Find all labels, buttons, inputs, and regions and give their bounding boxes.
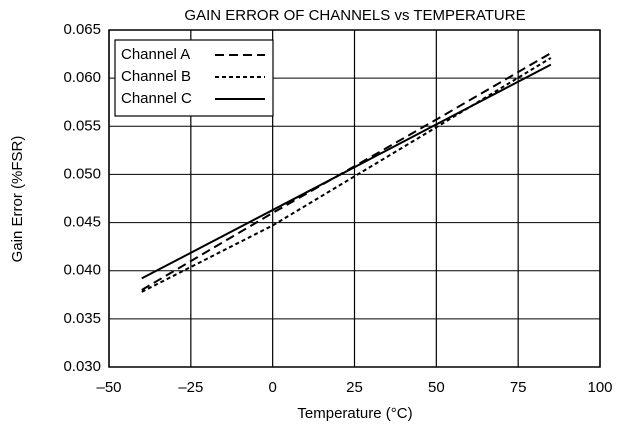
series-line	[141, 63, 552, 280]
chart-title: GAIN ERROR OF CHANNELS vs TEMPERATURE	[184, 7, 525, 24]
legend-label: Channel B	[121, 68, 191, 85]
x-tick-label: 0	[268, 379, 276, 396]
x-tick-label: 100	[587, 379, 612, 396]
plot-frame	[108, 29, 601, 368]
y-tick-label: 0.035	[63, 310, 101, 327]
x-axis-label: Temperature (°C)	[297, 405, 412, 422]
x-tick-label: 25	[346, 379, 363, 396]
y-tick-label: 0.065	[63, 21, 101, 38]
y-tick-label: 0.050	[63, 165, 101, 182]
x-tick-label: –25	[178, 379, 203, 396]
x-tick-label: –50	[96, 379, 121, 396]
series-line	[141, 57, 552, 293]
legend-label: Channel A	[121, 46, 190, 63]
y-axis-label: Gain Error (%FSR)	[9, 136, 26, 263]
y-tick-label: 0.030	[63, 358, 101, 375]
y-tick-label: 0.040	[63, 262, 101, 279]
x-tick-label: 75	[510, 379, 527, 396]
y-tick-label: 0.045	[63, 214, 101, 231]
y-tick-label: 0.060	[63, 69, 101, 86]
y-tick-label: 0.055	[63, 117, 101, 134]
legend-label: Channel C	[121, 90, 192, 107]
x-tick-label: 50	[428, 379, 445, 396]
